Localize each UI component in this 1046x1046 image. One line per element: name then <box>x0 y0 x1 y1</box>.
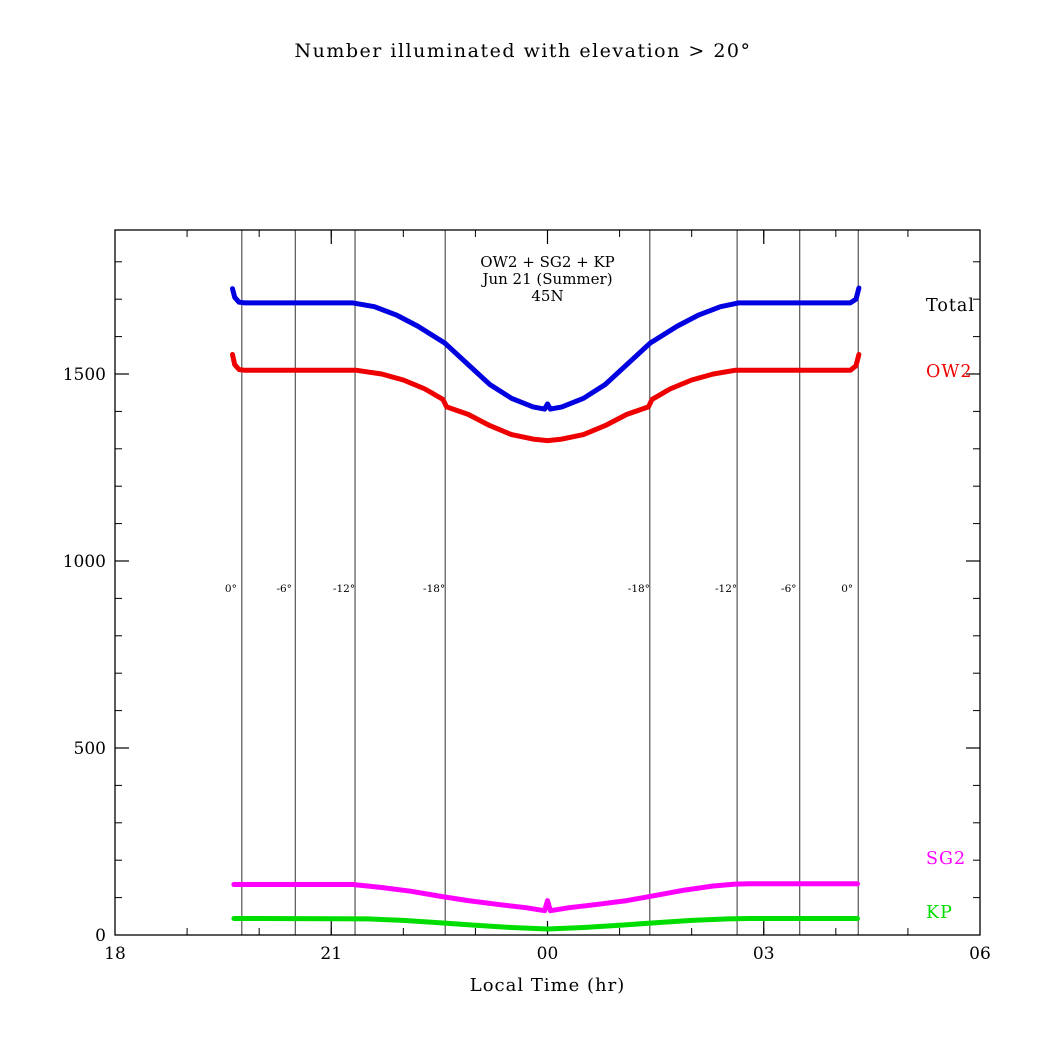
chart-title: Number illuminated with elevation > 20° <box>294 40 752 62</box>
x-tick-label: 06 <box>969 944 991 964</box>
legend-label-ow2: OW2 <box>926 362 972 382</box>
x-tick-label: 21 <box>320 944 342 964</box>
x-axis-label: Local Time (hr) <box>469 975 626 996</box>
sun-elevation-label-2: -12° <box>333 583 355 595</box>
sun-elevation-label-4: -18° <box>628 583 650 595</box>
legend-label-total: Total <box>926 296 975 316</box>
series-kp-line <box>231 916 860 932</box>
legend-label-sg2: SG2 <box>926 849 966 869</box>
sun-elevation-label-1: -6° <box>276 583 291 595</box>
y-tick-label: 500 <box>74 739 106 759</box>
annotation-line-2: Jun 21 (Summer) <box>480 270 612 288</box>
x-tick-label: 00 <box>537 944 559 964</box>
y-tick-label: 1500 <box>63 365 106 385</box>
series-total-line <box>230 285 862 412</box>
series-ow2-line <box>230 352 862 444</box>
legend-label-kp: KP <box>926 903 953 923</box>
sun-elevation-label-7: 0° <box>841 583 853 595</box>
x-tick-label: 18 <box>104 944 126 964</box>
sun-elevation-label-0: 0° <box>225 583 237 595</box>
x-tick-label: 03 <box>753 944 775 964</box>
series-sg2-line <box>231 881 860 914</box>
y-tick-label: 0 <box>95 926 106 946</box>
sun-elevation-label-5: -12° <box>715 583 737 595</box>
sun-elevation-label-6: -6° <box>781 583 796 595</box>
y-tick-label: 1000 <box>63 552 106 572</box>
annotation-line-3: 45N <box>531 287 563 305</box>
annotation-line-1: OW2 + SG2 + KP <box>480 253 615 271</box>
sun-elevation-label-3: -18° <box>423 583 445 595</box>
